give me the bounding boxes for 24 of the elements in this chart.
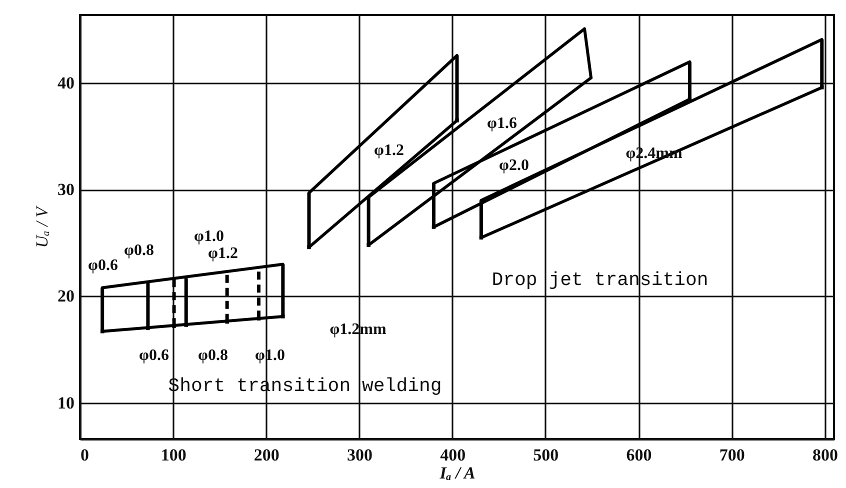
x-tick-label: 500 <box>533 446 559 464</box>
annotation: φ0.8 <box>198 347 228 364</box>
x-tick-label: 800 <box>812 446 838 464</box>
annotation: φ1.2 <box>374 142 404 159</box>
annotation: φ2.0 <box>499 157 529 174</box>
annotation: φ1.2 <box>208 245 238 262</box>
x-axis-title: Iₐ / A <box>438 464 476 482</box>
y-tick-label: 20 <box>58 286 74 306</box>
x-tick-label: 100 <box>160 446 186 464</box>
y-axis-title: Uₐ / V <box>32 204 52 248</box>
annotation: φ0.6 <box>139 347 169 364</box>
annotation: φ0.6 <box>88 257 118 274</box>
y-tick-label: 30 <box>58 180 74 200</box>
y-tick-label: 10 <box>58 393 74 412</box>
annotation: φ1.0 <box>194 228 224 245</box>
x-tick-label: 200 <box>254 446 280 464</box>
x-tick-label: 300 <box>347 446 373 464</box>
x-tick-label: 0 <box>80 446 89 464</box>
annotation: φ1.6 <box>487 115 517 132</box>
x-tick-label: 600 <box>626 446 652 464</box>
annotation: φ0.8 <box>124 242 154 259</box>
x-tick-label: 400 <box>440 446 466 464</box>
y-tick-label: 40 <box>58 74 74 93</box>
x-tick-label: 700 <box>719 446 745 464</box>
